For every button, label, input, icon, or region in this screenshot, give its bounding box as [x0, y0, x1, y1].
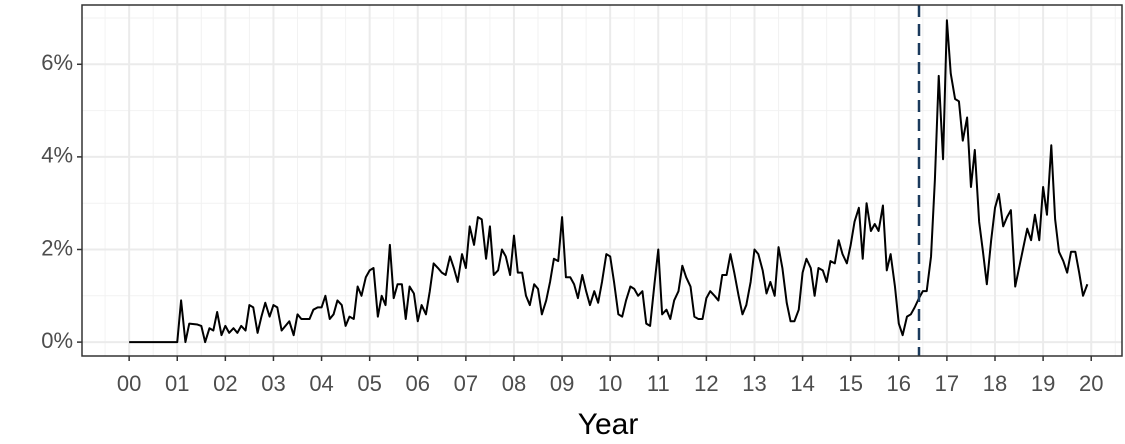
- x-tick-label: 06: [406, 371, 430, 396]
- x-tick-label: 00: [117, 371, 141, 396]
- x-tick-label: 08: [502, 371, 526, 396]
- y-tick-label: 2%: [41, 235, 73, 260]
- x-tick-label: 13: [742, 371, 766, 396]
- x-tick-label: 15: [838, 371, 862, 396]
- panel: [82, 5, 1122, 356]
- x-tick-label: 20: [1079, 371, 1103, 396]
- panel-border: [81, 4, 1123, 357]
- y-tick-label: 0%: [41, 328, 73, 353]
- x-tick-label: 05: [357, 371, 381, 396]
- x-tick-label: 16: [887, 371, 911, 396]
- x-tick-label: 04: [309, 371, 333, 396]
- x-tick-label: 02: [213, 371, 237, 396]
- x-tick-label: 17: [935, 371, 959, 396]
- x-tick-label: 11: [647, 371, 670, 396]
- x-tick-label: 14: [790, 371, 814, 396]
- x-tick-label: 03: [261, 371, 285, 396]
- x-tick-label: 10: [598, 371, 622, 396]
- y-tick-label: 4%: [41, 143, 73, 168]
- x-tick-label: 01: [165, 371, 189, 396]
- x-tick-label: 09: [550, 371, 574, 396]
- x-tick-label: 18: [983, 371, 1007, 396]
- x-axis-title: Year: [578, 408, 639, 441]
- y-tick-label: 6%: [41, 50, 73, 75]
- x-tick-label: 12: [694, 371, 718, 396]
- x-tick-label: 19: [1031, 371, 1055, 396]
- data-line: [129, 19, 1089, 344]
- x-tick-label: 07: [454, 371, 478, 396]
